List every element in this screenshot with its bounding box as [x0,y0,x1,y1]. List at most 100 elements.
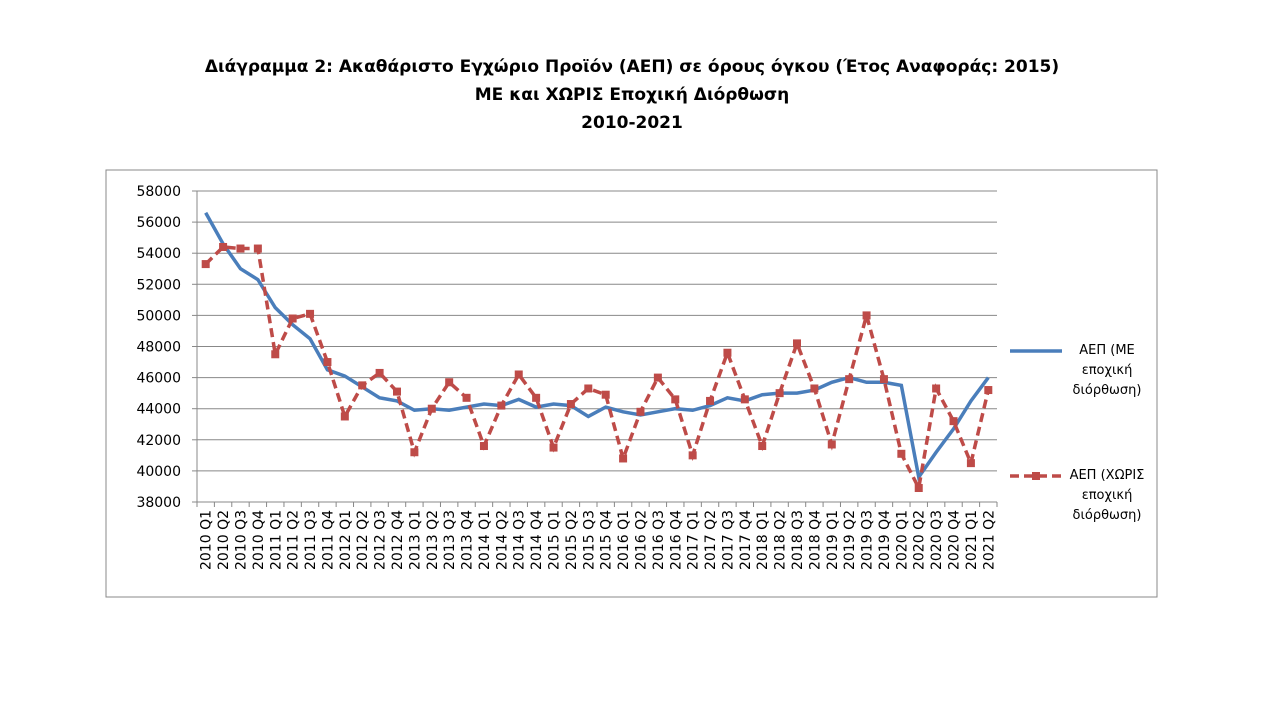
point-marker [410,448,419,457]
x-tick-label: 2013 Q3 [442,510,458,570]
x-tick-label: 2017 Q2 [703,510,719,570]
point-marker [706,396,715,405]
point-marker [671,395,680,404]
x-tick-label: 2016 Q2 [633,510,649,570]
point-marker [566,400,575,409]
point-marker [497,401,506,410]
x-tick-label: 2013 Q2 [425,510,441,570]
x-tick-label: 2011 Q2 [286,510,302,570]
x-tick-label: 2017 Q4 [738,510,754,570]
x-tick-label: 2015 Q1 [547,510,563,570]
point-marker [932,384,941,393]
point-marker [601,390,610,399]
chart-frame [105,169,1158,598]
point-marker [775,389,784,398]
x-tick-label: 2013 Q1 [407,510,423,570]
point-marker [653,373,662,382]
x-tick-label: 2010 Q1 [199,510,215,570]
point-marker [862,311,871,320]
point-marker [636,407,645,416]
y-tick-label: 56000 [136,215,181,231]
x-tick-label: 2018 Q1 [755,510,771,570]
point-marker [688,451,697,460]
x-tick-label: 2019 Q1 [825,510,841,570]
x-tick-label: 2019 Q3 [860,510,876,570]
legend-label: ΑΕΠ (ΜΕ εποχική διόρθωση) [1072,343,1142,398]
x-tick-label: 2018 Q4 [807,510,823,570]
chart-subtitle: ΜΕ και ΧΩΡΙΣ Εποχική Διόρθωση [475,85,789,105]
x-tick-label: 2012 Q4 [390,510,406,570]
point-marker [914,484,923,493]
x-tick-label: 2011 Q1 [268,510,284,570]
point-marker [740,395,749,404]
y-tick-label: 48000 [136,340,181,356]
point-marker [827,440,836,449]
point-marker [375,368,384,377]
x-tick-label: 2021 Q1 [964,510,980,570]
x-tick-label: 2016 Q1 [616,510,632,570]
x-tick-label: 2013 Q4 [460,510,476,570]
x-tick-label: 2014 Q3 [512,510,528,570]
point-marker [793,339,801,348]
y-tick-label: 58000 [136,184,181,200]
x-tick-label: 2018 Q2 [773,510,789,570]
chart-title: Διάγραμμα 2: Ακαθάριστο Εγχώριο Προϊόν (… [205,57,1059,77]
point-marker [897,449,906,458]
x-tick-label: 2015 Q3 [581,510,597,570]
x-tick-label: 2021 Q2 [981,510,997,570]
y-tick-label: 54000 [136,246,181,262]
point-marker [271,350,280,359]
x-tick-label: 2012 Q3 [373,510,389,570]
series-line [204,211,990,482]
x-tick-label: 2011 Q3 [303,510,319,570]
x-tick-label: 2017 Q1 [686,510,702,570]
point-marker [810,384,819,393]
legend-marker [1032,472,1040,480]
y-tick-label: 46000 [136,371,181,387]
y-tick-label: 38000 [136,495,181,511]
x-tick-label: 2015 Q4 [599,510,615,570]
point-marker [253,244,262,253]
x-tick-label: 2020 Q1 [894,510,910,570]
point-marker [445,378,454,387]
point-marker [984,386,993,395]
point-marker [427,404,436,413]
y-tick-label: 40000 [136,464,181,480]
x-tick-label: 2019 Q4 [877,510,893,570]
x-tick-label: 2016 Q3 [651,510,667,570]
x-tick-label: 2012 Q1 [338,510,354,570]
y-tick-label: 44000 [136,402,181,418]
point-marker [514,370,523,379]
y-tick-label: 52000 [136,277,181,293]
point-marker [532,393,541,402]
point-marker [723,348,732,357]
x-tick-label: 2012 Q2 [355,510,371,570]
point-marker [549,443,558,452]
x-tick-label: 2010 Q2 [216,510,232,570]
point-marker [619,454,628,463]
x-tick-label: 2010 Q4 [251,510,267,570]
y-tick-label: 50000 [136,308,181,324]
point-marker [879,375,888,384]
x-tick-label: 2020 Q3 [929,510,945,570]
x-tick-label: 2011 Q4 [320,510,336,570]
x-tick-label: 2015 Q2 [564,510,580,570]
x-tick-label: 2014 Q2 [494,510,510,570]
series-line [204,245,991,494]
point-marker [966,459,975,468]
point-marker [201,260,210,269]
x-tick-label: 2019 Q2 [842,510,858,570]
point-marker [584,384,593,393]
point-marker [236,244,245,253]
point-marker [358,381,367,390]
x-tick-label: 2018 Q3 [790,510,806,570]
legend-label: ΑΕΠ (ΧΩΡΙΣ εποχική διόρθωση) [1069,468,1145,523]
x-tick-label: 2014 Q4 [529,510,545,570]
y-tick-label: 42000 [136,433,181,449]
point-marker [323,358,332,367]
point-marker [288,314,297,323]
point-marker [949,417,958,426]
point-marker [758,442,767,451]
